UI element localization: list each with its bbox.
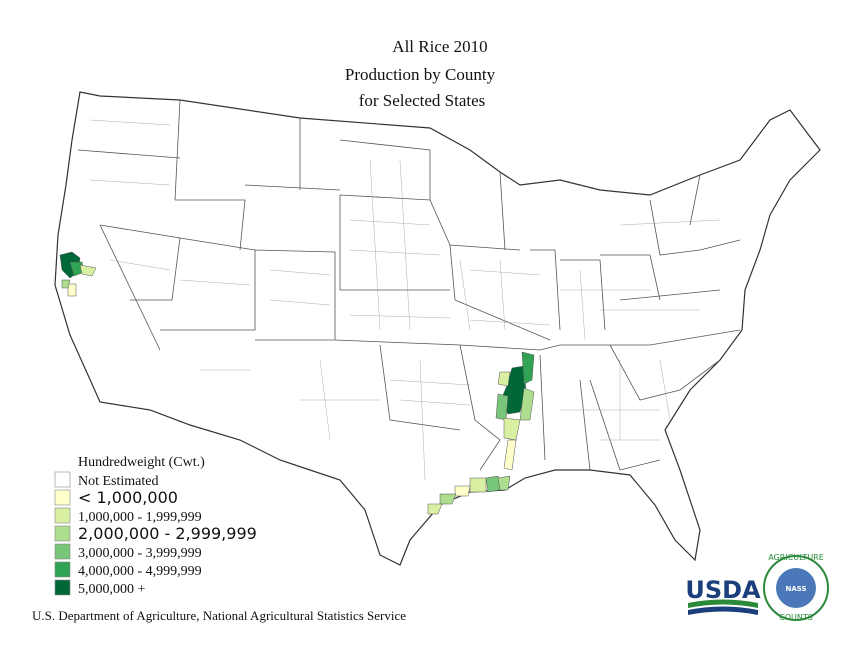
logo-globe bbox=[776, 568, 816, 608]
legend-label: Not Estimated bbox=[78, 474, 159, 489]
legend: Not Estimated< 1,000,000 1,000,000 - 1,99… bbox=[54, 471, 257, 597]
title-line: Production by County bbox=[345, 65, 496, 84]
legend-swatch bbox=[54, 471, 71, 488]
rice-county bbox=[521, 351, 535, 385]
rice-county bbox=[519, 387, 535, 421]
legend-swatch bbox=[54, 525, 71, 542]
rice-areas bbox=[59, 251, 535, 515]
rice-county bbox=[469, 477, 487, 493]
state-borders bbox=[77, 99, 741, 471]
rice-county bbox=[79, 264, 97, 277]
rice-county bbox=[497, 475, 511, 491]
legend-label: 5,000,000 + bbox=[78, 582, 146, 597]
legend-label: 4,000,000 - 4,999,999 bbox=[78, 564, 202, 579]
title-line: for Selected States bbox=[359, 91, 486, 110]
title-line: All Rice 2010 bbox=[392, 37, 487, 56]
rice-county bbox=[61, 279, 71, 289]
logo-text: AGRICULTURE bbox=[768, 553, 824, 562]
county-borders bbox=[89, 119, 721, 481]
footer: U.S. Department of Agriculture, National… bbox=[32, 608, 406, 623]
legend-label: < 1,000,000 bbox=[78, 488, 178, 507]
usda-logo: USDA bbox=[685, 576, 761, 615]
legend-label: 2,000,000 - 2,999,999 bbox=[78, 524, 257, 543]
rice-county bbox=[454, 485, 471, 497]
logo-text: NASS bbox=[785, 585, 806, 593]
legend-label: 1,000,000 - 1,999,999 bbox=[78, 510, 202, 525]
nass-logo: AGRICULTURE NASS COUNTS bbox=[763, 553, 829, 622]
rice-county bbox=[439, 493, 457, 505]
logo-swoosh bbox=[688, 606, 758, 615]
rice-county bbox=[427, 503, 443, 515]
us-map bbox=[54, 91, 821, 566]
rice-county bbox=[497, 371, 511, 387]
legend-swatch bbox=[54, 489, 71, 506]
legend-label: 3,000,000 - 3,999,999 bbox=[78, 546, 202, 561]
legend-swatch bbox=[54, 507, 71, 524]
rice-county bbox=[503, 439, 517, 471]
us-outline bbox=[54, 91, 821, 566]
rice-county bbox=[495, 393, 509, 421]
legend-title: Hundredweight (Cwt.) bbox=[78, 455, 205, 470]
legend-swatch bbox=[54, 579, 71, 596]
legend-swatch bbox=[54, 543, 71, 560]
legend-swatch bbox=[54, 561, 71, 578]
logo-text: COUNTS bbox=[779, 613, 813, 622]
usda-text: USDA bbox=[685, 576, 761, 604]
rice-county bbox=[67, 283, 77, 297]
logo-swoosh bbox=[688, 599, 758, 608]
